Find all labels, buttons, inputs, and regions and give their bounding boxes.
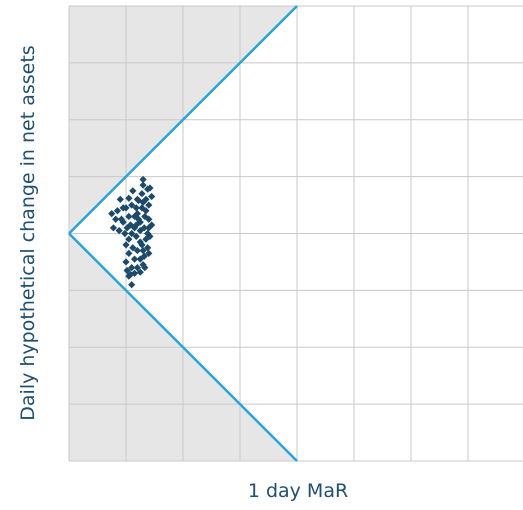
data-point xyxy=(125,235,133,243)
data-point xyxy=(113,207,122,215)
data-point xyxy=(116,195,124,203)
data-point xyxy=(146,184,154,192)
data-point xyxy=(109,224,118,232)
data-point xyxy=(148,221,156,229)
data-point xyxy=(139,246,147,255)
data-point xyxy=(142,195,150,203)
data-point xyxy=(112,215,120,223)
data-point xyxy=(126,270,135,279)
upper-boundary-line xyxy=(68,5,298,235)
data-point xyxy=(119,204,127,212)
data-point xyxy=(125,249,133,258)
data-point xyxy=(139,175,147,184)
data-point xyxy=(136,268,144,276)
y-axis-label: Daily hypothetical change in net assets xyxy=(17,45,39,421)
data-point xyxy=(138,190,146,198)
data-point xyxy=(115,227,123,235)
data-point xyxy=(132,204,140,212)
data-point xyxy=(125,194,133,202)
data-point xyxy=(134,196,143,205)
data-point xyxy=(129,187,137,195)
lower-boundary-line xyxy=(68,232,298,462)
data-point xyxy=(130,255,139,263)
data-point xyxy=(128,264,136,272)
data-point xyxy=(139,181,147,189)
data-point xyxy=(141,212,149,221)
data-point xyxy=(121,229,129,238)
data-point xyxy=(132,232,140,240)
data-point xyxy=(132,221,140,229)
data-point xyxy=(125,212,133,221)
data-point xyxy=(128,201,136,209)
data-point xyxy=(144,244,152,252)
data-point xyxy=(140,252,148,260)
data-point xyxy=(138,241,146,249)
data-point xyxy=(138,204,146,212)
data-point xyxy=(126,221,135,229)
data-point xyxy=(141,264,149,272)
data-point xyxy=(123,224,131,232)
data-point xyxy=(128,229,136,238)
data-point xyxy=(148,192,156,201)
x-axis-label: 1 day MaR xyxy=(247,480,349,502)
data-point xyxy=(134,215,143,223)
data-point xyxy=(128,281,136,289)
data-point xyxy=(133,264,141,272)
data-point xyxy=(108,209,116,218)
data-point xyxy=(140,224,148,232)
data-point xyxy=(129,244,137,252)
data-point xyxy=(145,249,153,258)
data-point xyxy=(145,201,153,209)
data-point xyxy=(123,266,131,275)
data-point xyxy=(133,246,141,255)
data-point xyxy=(144,229,152,238)
data-point xyxy=(122,258,130,266)
data-point xyxy=(122,241,130,249)
data-point xyxy=(117,215,126,223)
